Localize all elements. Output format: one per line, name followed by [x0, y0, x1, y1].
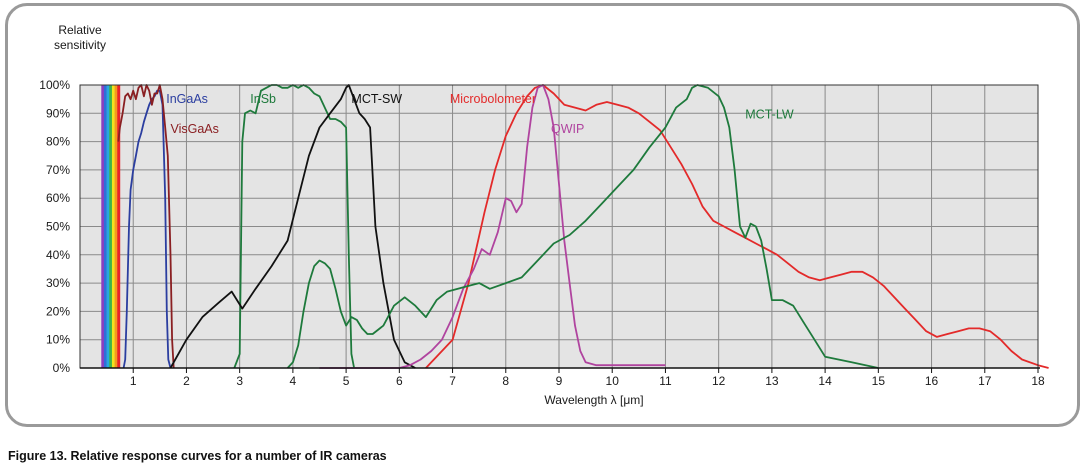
x-tick-label: 5 [343, 374, 350, 388]
x-tick-label: 1 [130, 374, 137, 388]
series-labels: InGaAs InSb MCT-SW Microbolometer VisGaAs QWI… [166, 92, 794, 136]
series-label-microbolometer: Microbolometer [450, 92, 536, 106]
series-line-mct-sw [169, 84, 416, 369]
x-tick-label: 2 [183, 374, 190, 388]
y-tick-label: 100% [39, 78, 70, 92]
x-tick-label: 15 [872, 374, 886, 388]
y-axis-title: Relative [58, 23, 102, 37]
series-line-mct-lw [286, 84, 879, 369]
x-axis-title: Wavelength λ [μm] [544, 393, 643, 407]
x-tick-label: 9 [556, 374, 563, 388]
x-tick-label: 10 [606, 374, 620, 388]
y-tick-label: 70% [46, 163, 70, 177]
y-tick-label: 20% [46, 304, 70, 318]
series-line-ingaas [122, 89, 172, 369]
y-tick-label: 10% [46, 333, 70, 347]
y-tick-label: 40% [46, 248, 70, 262]
x-tick-label: 11 [659, 374, 672, 388]
y-tick-label: 30% [46, 276, 70, 290]
x-tick-label: 18 [1031, 374, 1045, 388]
series-label-ingaas: InGaAs [166, 92, 208, 106]
relative-response-chart: InGaAs InSb MCT-SW Microbolometer VisGaAs QWI… [39, 23, 1049, 407]
x-tick-label: 6 [396, 374, 403, 388]
x-tick-label: 13 [765, 374, 779, 388]
y-tick-label: 50% [46, 220, 70, 234]
series-label-mct-lw: MCT-LW [745, 108, 794, 122]
spectrum-stripe [109, 85, 113, 368]
spectrum-stripe [101, 85, 105, 368]
series-lines [117, 84, 1049, 369]
x-tick-label: 12 [712, 374, 726, 388]
y-tick-label: 80% [46, 135, 70, 149]
x-tick-label: 16 [925, 374, 939, 388]
y-axis-title: sensitivity [54, 38, 106, 52]
visible-spectrum-band [101, 85, 121, 368]
spectrum-stripe [103, 85, 107, 368]
spectrum-stripe [117, 85, 121, 368]
series-line-insb [233, 84, 355, 369]
x-tick-label: 4 [290, 374, 297, 388]
y-tick-label: 90% [46, 106, 70, 120]
x-tick-label: 8 [502, 374, 509, 388]
series-label-visgaas: VisGaAs [170, 122, 218, 136]
spectrum-stripe [106, 85, 110, 368]
series-label-qwip: QWIP [551, 122, 584, 136]
y-tick-label: 0% [53, 361, 71, 375]
figure-caption: Figure 13. Relative response curves for … [8, 449, 387, 463]
spectrum-stripe [114, 85, 118, 368]
x-tick-label: 7 [449, 374, 456, 388]
series-label-insb: InSb [250, 92, 276, 106]
spectrum-stripe [111, 85, 115, 368]
x-tick-label: 14 [818, 374, 832, 388]
x-tick-label: 3 [236, 374, 243, 388]
series-line-qwip [319, 84, 666, 369]
y-tick-label: 60% [46, 191, 70, 205]
axes: 1 2 3 4 5 6 7 8 9 10 11 12 13 14 15 16 17 180%10%20%30%40… [39, 23, 1045, 407]
x-tick-label: 17 [978, 374, 992, 388]
series-label-mct-sw: MCT-SW [351, 92, 402, 106]
